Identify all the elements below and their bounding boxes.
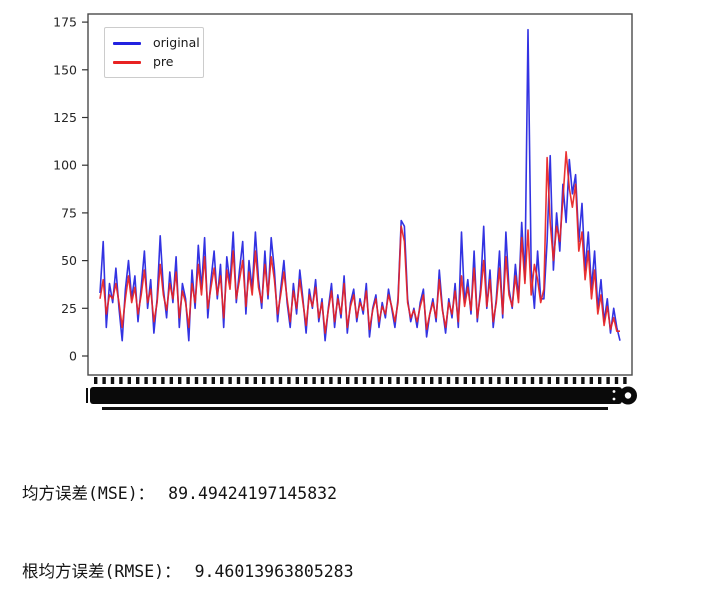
x-tick	[446, 377, 451, 384]
x-label-speckle	[612, 390, 616, 393]
x-tick	[278, 377, 283, 384]
x-tick	[388, 377, 392, 384]
mse-line: 均方误差(MSE)： 89.49424197145832	[22, 481, 354, 507]
x-tick	[413, 377, 417, 384]
x-tick	[295, 377, 299, 384]
rmse-value: 9.46013963805283	[194, 562, 354, 581]
x-tick	[421, 377, 425, 384]
mse-value: 89.49424197145832	[168, 484, 338, 503]
x-tick	[572, 377, 577, 384]
original-line-sample	[113, 42, 141, 45]
legend: original pre	[104, 27, 204, 78]
x-tick	[220, 377, 224, 384]
x-tick	[186, 377, 190, 384]
x-tick	[337, 377, 341, 384]
x-tick	[178, 377, 182, 384]
legend-item-original: original	[113, 34, 200, 53]
x-tick	[329, 377, 333, 384]
x-tick	[480, 377, 484, 384]
rmse-line: 根均方误差(RMSE)： 9.46013963805283	[22, 559, 354, 585]
x-label-smear	[90, 387, 622, 404]
y-tick-label: 50	[61, 253, 77, 268]
x-tick	[455, 377, 459, 384]
x-tick	[438, 377, 442, 384]
x-tick	[144, 377, 148, 384]
x-tick	[354, 377, 358, 384]
x-tick	[430, 377, 434, 384]
x-tick	[404, 377, 409, 384]
x-tick	[136, 377, 140, 384]
x-tick	[606, 377, 610, 384]
x-tick	[530, 377, 535, 384]
x-tick	[362, 377, 367, 384]
x-tick	[304, 377, 308, 384]
x-tick	[228, 377, 232, 384]
y-tick-label: 100	[53, 158, 77, 173]
x-tick	[270, 377, 274, 384]
y-tick-label: 25	[61, 301, 77, 316]
x-tick	[614, 377, 619, 384]
x-tick	[379, 377, 383, 384]
plot-frame	[87, 13, 633, 376]
x-label-underline	[102, 407, 608, 410]
x-tick	[598, 377, 602, 384]
x-tick	[127, 377, 131, 384]
figure: 0 25 50 75 100 125 150 175 original pre	[53, 13, 637, 410]
x-tick	[236, 377, 241, 384]
chart-canvas: 0 25 50 75 100 125 150 175	[53, 13, 637, 410]
x-tick	[253, 377, 257, 384]
x-tick	[152, 377, 157, 384]
x-label-smear-edge	[86, 388, 88, 403]
x-tick	[497, 377, 501, 384]
legend-label-pre: pre	[153, 54, 174, 70]
x-tick	[194, 377, 199, 384]
x-tick	[203, 377, 207, 384]
x-tick	[539, 377, 543, 384]
x-tick	[396, 377, 400, 384]
pre-line	[99, 151, 620, 334]
x-tick	[547, 377, 551, 384]
x-tick	[472, 377, 476, 384]
x-tick	[505, 377, 509, 384]
x-tick	[581, 377, 585, 384]
x-tick	[589, 377, 593, 384]
y-tick-label: 150	[53, 62, 77, 77]
x-label-smear-blob-hole	[624, 392, 632, 399]
x-tick	[102, 377, 106, 384]
x-tick	[522, 377, 526, 384]
x-tick	[287, 377, 291, 384]
y-tick-label: 75	[61, 205, 77, 220]
y-tick-label: 175	[53, 15, 77, 30]
x-tick	[556, 377, 560, 384]
x-tick	[119, 377, 123, 384]
x-tick	[623, 377, 627, 384]
legend-label-original: original	[153, 35, 200, 51]
x-tick	[514, 377, 518, 384]
y-tick-label: 125	[53, 110, 77, 125]
x-tick	[211, 377, 215, 384]
x-tick	[488, 377, 493, 384]
x-tick	[564, 377, 568, 384]
x-tick	[245, 377, 249, 384]
x-tick	[161, 377, 165, 384]
x-tick	[262, 377, 266, 384]
x-tick	[94, 377, 98, 384]
rmse-label: 根均方误差(RMSE)：	[22, 562, 181, 581]
x-tick	[320, 377, 325, 384]
x-tick	[312, 377, 316, 384]
x-tick	[110, 377, 115, 384]
x-tick	[346, 377, 350, 384]
y-tick-label: 0	[69, 349, 77, 364]
mse-label: 均方误差(MSE)：	[22, 484, 155, 503]
x-label-speckle	[612, 397, 616, 401]
pre-line-sample	[113, 61, 141, 64]
x-tick	[463, 377, 467, 384]
x-tick	[169, 377, 173, 384]
stats-block: 均方误差(MSE)： 89.49424197145832 根均方误差(RMSE)：…	[22, 429, 354, 611]
legend-item-pre: pre	[113, 53, 195, 72]
x-tick	[371, 377, 375, 384]
